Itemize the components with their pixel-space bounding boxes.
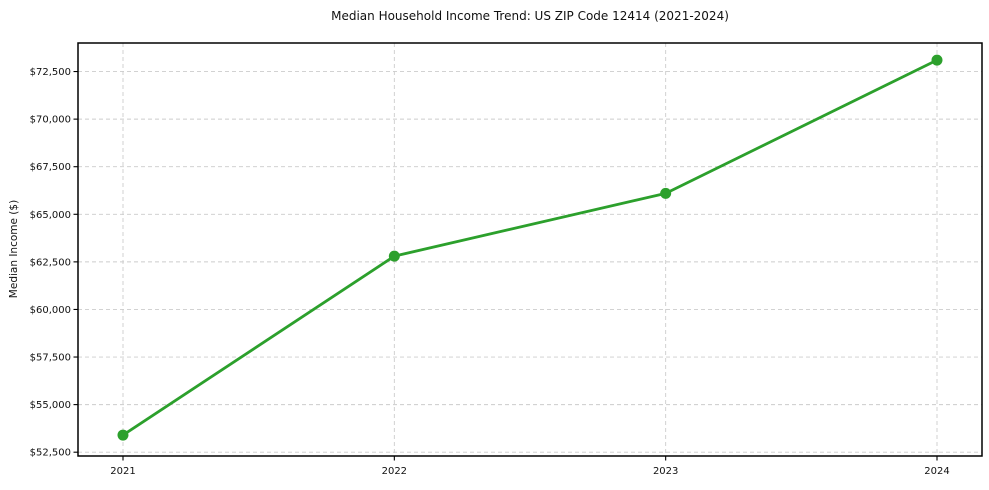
data-point-marker	[931, 54, 943, 66]
y-tick-label: $60,000	[30, 305, 71, 316]
y-tick-label: $57,500	[30, 353, 71, 364]
trend-line	[121, 58, 939, 437]
data-point-marker	[388, 250, 400, 262]
data-point-marker	[660, 187, 672, 199]
y-tick-label: $62,500	[30, 257, 71, 268]
x-tick-label: 2021	[110, 466, 135, 477]
y-tick-label: $52,500	[30, 448, 71, 459]
y-tick-label: $67,500	[30, 162, 71, 173]
data-point-marker	[117, 429, 129, 441]
y-tick-label: $55,000	[30, 400, 71, 411]
x-tick-label: 2024	[924, 466, 949, 477]
y-tick-label: $65,000	[30, 210, 71, 221]
y-tick-label: $72,500	[30, 67, 71, 78]
y-tick-label: $70,000	[30, 115, 71, 126]
x-tick-label: 2023	[653, 466, 678, 477]
x-tick-label: 2022	[382, 466, 407, 477]
chart-title: Median Household Income Trend: US ZIP Co…	[331, 9, 729, 23]
axes-spines	[77, 42, 983, 457]
